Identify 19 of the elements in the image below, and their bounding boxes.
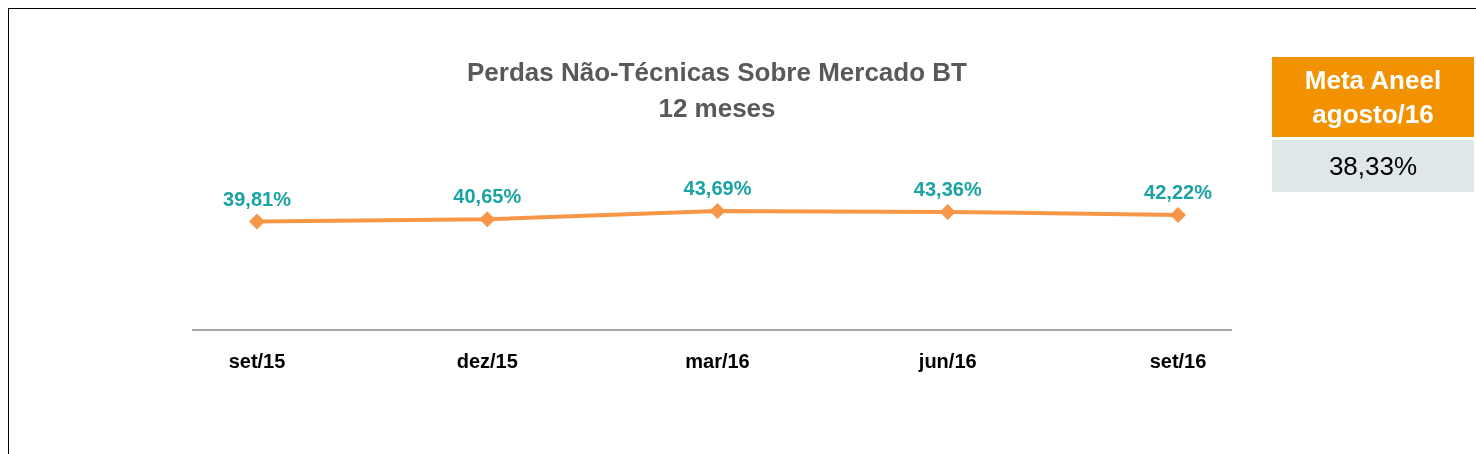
x-tick-label: jun/16 [917,350,977,372]
data-label: 43,69% [683,177,752,199]
x-tick-label: mar/16 [685,350,750,372]
point [249,213,265,230]
text: Meta Aneel agosto/16 [1272,57,1474,137]
x-tick-label: set/16 [1149,350,1207,372]
point [479,211,496,228]
x-tick-label: set/15 [228,350,286,372]
data-label: 39,81% [223,187,292,210]
point [1170,207,1186,223]
point [709,203,726,219]
text: 38,33% [1272,140,1474,192]
chart-title: Perdas Não-Técnicas Sobre Mercado BT [467,57,967,87]
point [939,203,956,220]
data-label: 42,22% [1144,181,1213,203]
chart-subtitle: 12 meses [658,93,776,123]
data-label: 43,36% [913,177,982,200]
data-label: 40,65% [453,185,522,208]
x-tick-label: dez/15 [456,350,518,372]
